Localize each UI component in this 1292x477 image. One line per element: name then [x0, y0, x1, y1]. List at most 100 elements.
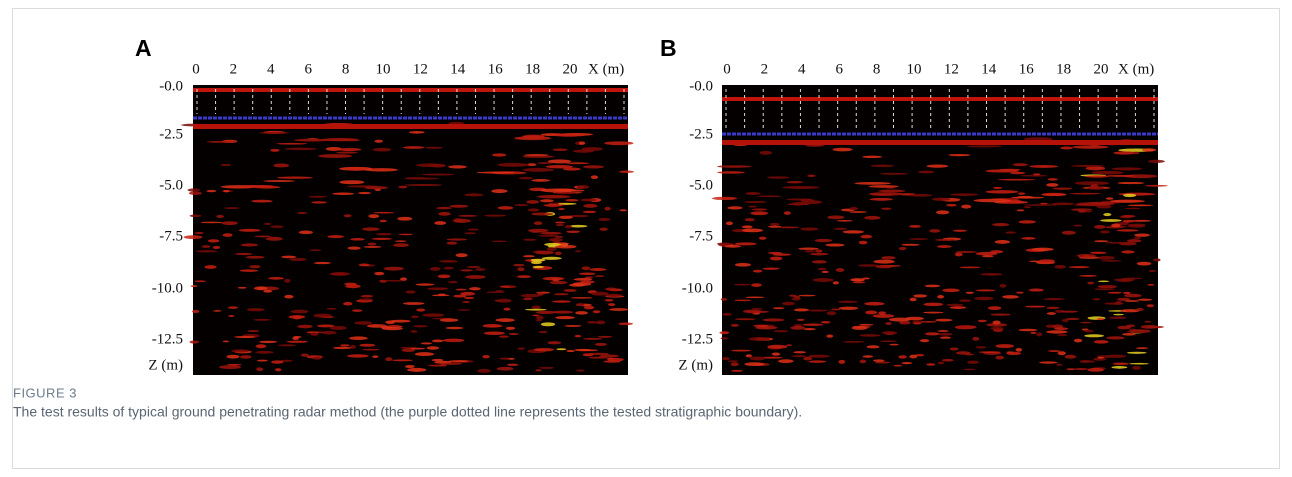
reflection [1054, 264, 1066, 269]
reflection [308, 195, 327, 198]
reflection [1090, 251, 1107, 254]
reflection [343, 214, 352, 218]
reflection [1064, 354, 1077, 359]
reflection [810, 252, 829, 256]
reflection [226, 354, 240, 359]
reflection [1132, 151, 1140, 155]
reflection [864, 301, 885, 306]
reflection [402, 302, 425, 305]
reflection [270, 225, 284, 228]
reflection [416, 308, 426, 312]
reflection [541, 256, 562, 260]
reflection [885, 322, 892, 325]
reflection [1084, 334, 1105, 338]
reflection [254, 350, 274, 354]
reflection [576, 185, 590, 190]
x-tick-label: 20 [1094, 61, 1109, 77]
boundary-band [722, 140, 1158, 145]
reflection [954, 252, 963, 257]
reflection [1017, 192, 1026, 195]
reflection [192, 309, 200, 314]
reflection [239, 355, 252, 359]
reflection [1132, 365, 1141, 370]
boundary-band [193, 124, 628, 129]
reflection [591, 291, 609, 296]
reflection [1086, 201, 1120, 204]
reflection [767, 176, 790, 179]
reflection [1023, 206, 1032, 209]
reflection [383, 266, 404, 271]
reflection [859, 323, 874, 326]
reflection [1021, 237, 1036, 240]
reflection [949, 347, 959, 351]
reflection [1066, 368, 1076, 371]
reflection [566, 230, 580, 233]
reflection [1136, 307, 1144, 311]
reflection [1113, 151, 1136, 155]
reflection [778, 359, 794, 364]
reflection [817, 267, 827, 271]
reflection [414, 352, 435, 357]
reflection [547, 159, 572, 164]
reflection [1123, 291, 1131, 295]
reflection [359, 343, 376, 347]
reflection [1107, 174, 1136, 177]
reflection [264, 223, 272, 225]
reflection [426, 346, 440, 350]
reflection [201, 245, 211, 248]
reflection [372, 147, 392, 152]
reflection [284, 278, 291, 283]
reflection [743, 309, 762, 314]
reflection [745, 296, 765, 299]
reflection [800, 227, 819, 231]
reflection [734, 299, 752, 302]
reflection [340, 344, 350, 347]
reflection [535, 310, 556, 315]
reflection [410, 330, 418, 333]
reflection [752, 269, 763, 273]
reflection [832, 147, 853, 152]
reflection [547, 341, 562, 345]
reflection [522, 168, 554, 172]
reflection [1115, 300, 1123, 303]
reflection [366, 324, 387, 328]
reflection [875, 361, 890, 364]
reflection [598, 217, 611, 221]
reflection [1141, 148, 1157, 152]
reflection [395, 240, 407, 242]
reflection [1073, 338, 1083, 343]
reflection [476, 171, 515, 174]
reflection [860, 234, 873, 239]
reflection [364, 168, 399, 172]
reflection [1126, 239, 1142, 243]
reflection [986, 323, 1008, 327]
reflection [595, 320, 606, 325]
reflection [589, 268, 607, 271]
reflection [460, 269, 474, 272]
reflection [926, 164, 949, 168]
reflection [605, 287, 618, 291]
reflection [405, 184, 443, 186]
reflection [791, 355, 807, 358]
reflection [955, 351, 971, 355]
reflection [862, 355, 874, 358]
reflection [400, 277, 407, 281]
reflection [790, 325, 805, 330]
reflection [744, 200, 767, 204]
reflection [497, 206, 514, 210]
reflection [566, 349, 575, 352]
reflection [492, 153, 507, 157]
reflection [234, 252, 253, 256]
reflection [286, 340, 308, 343]
reflection [410, 347, 426, 350]
reflection [838, 306, 859, 310]
reflection [753, 324, 769, 328]
reflection [565, 162, 590, 165]
reflection [1041, 192, 1067, 196]
y-tick-label: -0.0 [159, 78, 183, 94]
reflection [901, 243, 920, 246]
reflection [1140, 324, 1158, 329]
reflection [540, 188, 576, 193]
reflection [734, 242, 757, 246]
reflection [424, 146, 443, 149]
